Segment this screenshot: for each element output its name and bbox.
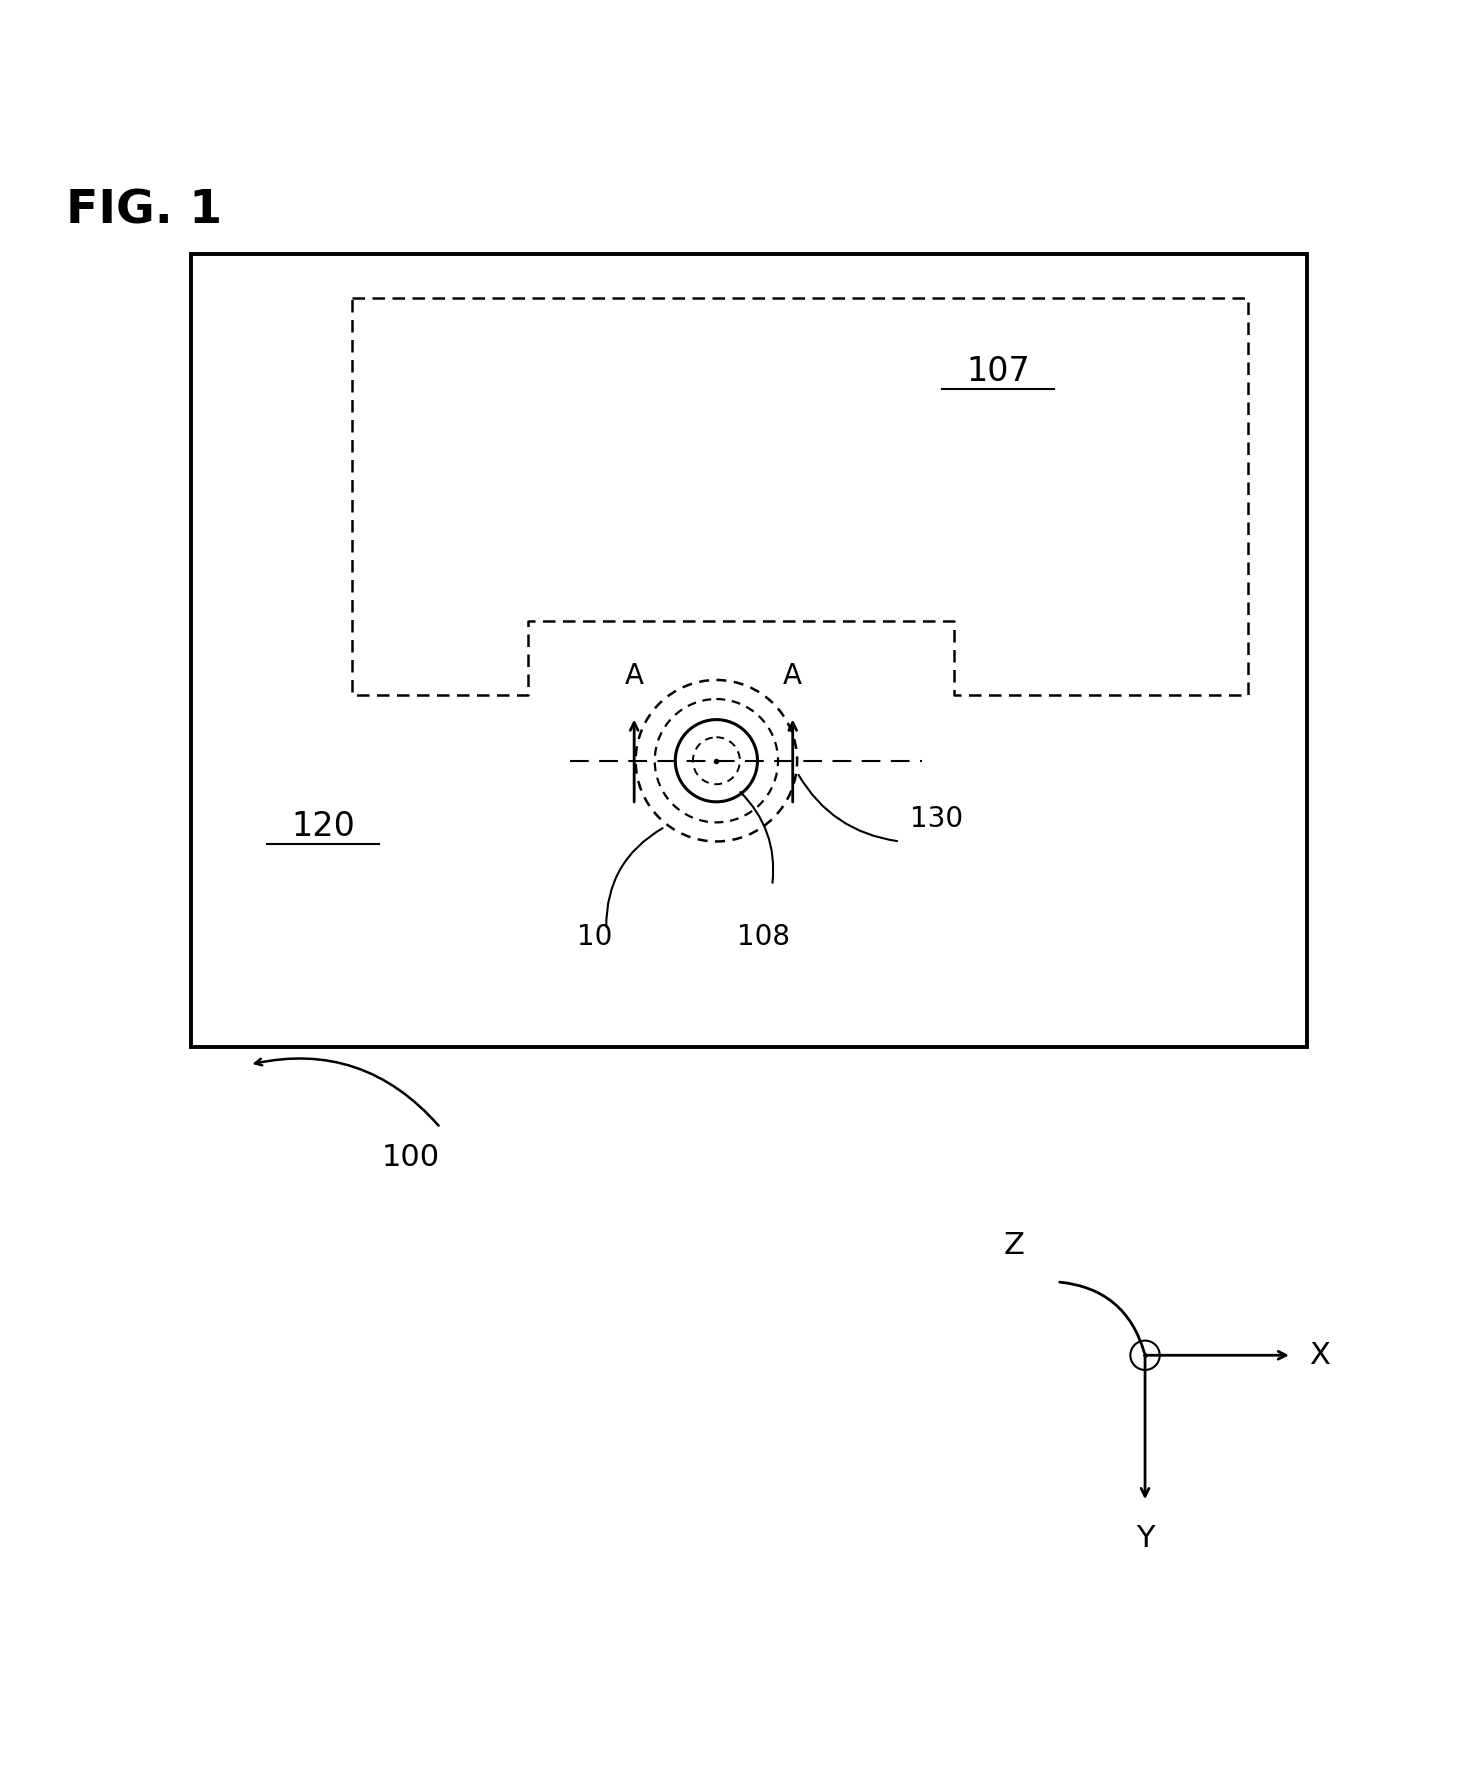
Text: A: A <box>784 662 802 691</box>
Text: 10: 10 <box>577 923 612 951</box>
Text: A: A <box>625 662 643 691</box>
Text: Y: Y <box>1136 1525 1154 1553</box>
Text: Z: Z <box>1004 1231 1025 1259</box>
Text: 130: 130 <box>910 806 963 834</box>
Text: X: X <box>1309 1341 1330 1369</box>
Bar <box>191 255 1307 1047</box>
Text: 108: 108 <box>737 923 790 951</box>
Text: 100: 100 <box>382 1142 440 1172</box>
Text: 120: 120 <box>291 811 355 843</box>
Text: FIG. 1: FIG. 1 <box>66 188 222 234</box>
Text: 107: 107 <box>966 356 1031 388</box>
